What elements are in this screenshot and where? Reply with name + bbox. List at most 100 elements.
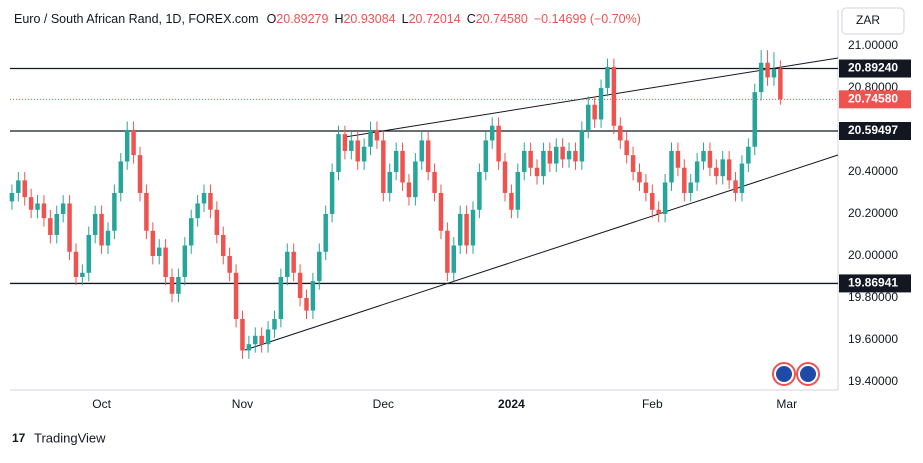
candle-body — [240, 318, 245, 351]
candle-body — [605, 66, 610, 88]
ohlc-label: C — [467, 12, 476, 26]
candle-body — [528, 150, 533, 168]
candle-body — [60, 203, 66, 214]
candle-body — [310, 281, 316, 311]
currency[interactable]: ZAR — [856, 13, 880, 27]
candle-body — [400, 150, 405, 183]
candle-body — [92, 213, 98, 235]
ohlc-value: 20.89279 — [276, 12, 328, 26]
candle-body — [150, 230, 156, 256]
candle-body — [765, 62, 770, 78]
candle-body — [22, 180, 27, 198]
y-tick-label: 20.00000 — [848, 248, 898, 262]
y-tick-label: 19.40000 — [848, 374, 898, 388]
ohlc-value: 20.72014 — [409, 12, 461, 26]
ohlc-label: O — [267, 12, 277, 26]
candle-body — [618, 125, 623, 141]
level-label: 20.89240 — [848, 61, 898, 75]
candle-body — [547, 150, 553, 164]
candle-body — [637, 171, 642, 183]
level-tag — [839, 274, 911, 293]
candle-body — [73, 251, 79, 277]
candle-body — [509, 192, 514, 210]
candle-body — [611, 66, 617, 126]
currency-box[interactable] — [841, 7, 905, 35]
candle-body — [688, 182, 693, 193]
candle-body — [746, 146, 751, 164]
x-tick-label: Oct — [92, 397, 111, 411]
candle-body — [169, 276, 175, 294]
candle-body — [592, 104, 597, 120]
candle-body — [566, 150, 572, 160]
y-tick-label: 21.00000 — [848, 38, 898, 52]
y-tick-label: 20.40000 — [848, 164, 898, 178]
candle-body — [54, 213, 59, 235]
y-tick-label: 19.80000 — [848, 290, 898, 304]
x-tick-label: Nov — [232, 397, 253, 411]
event-icons[interactable] — [772, 362, 820, 386]
candle-body — [438, 192, 444, 231]
candle-body — [355, 140, 360, 162]
candle-body — [349, 140, 354, 151]
candle-body — [778, 68, 783, 100]
candle-body — [521, 150, 527, 172]
candle-body — [99, 213, 104, 246]
candle-body — [48, 218, 53, 235]
upper-trendline — [344, 57, 839, 138]
x-tick-label: Dec — [373, 397, 394, 411]
candle-body — [28, 197, 34, 210]
candle-body — [630, 155, 636, 172]
legend: Euro / South African Rand, 1D, FOREX.com… — [14, 12, 641, 26]
candle-body — [682, 167, 687, 193]
level-label: 20.59497 — [848, 123, 898, 137]
level-label: 19.86941 — [848, 276, 898, 290]
candle-body — [118, 161, 124, 193]
candle-body — [406, 182, 412, 198]
candle-body — [598, 87, 604, 120]
candle-body — [272, 318, 277, 330]
last-price-tag — [839, 90, 911, 109]
candle-body — [246, 344, 252, 351]
candle-body — [579, 129, 585, 162]
candle-body — [387, 171, 392, 193]
ohlc-label: L — [402, 12, 409, 26]
candle-body — [752, 92, 757, 147]
candle-body — [336, 134, 341, 172]
x-tick-label: Mar — [776, 397, 797, 411]
level-tag — [839, 59, 911, 78]
candle-body — [233, 272, 239, 319]
candle-body — [445, 230, 450, 273]
candle-body — [323, 213, 328, 252]
candle-body — [432, 171, 437, 193]
candle-body — [137, 155, 143, 193]
candle-body — [534, 167, 540, 177]
candle-body — [694, 161, 700, 183]
candle-body — [105, 230, 111, 246]
candle-body — [425, 140, 431, 172]
candle-body — [9, 192, 15, 202]
candle-body — [393, 150, 399, 172]
candle-body — [265, 329, 271, 345]
candle-body — [675, 150, 681, 168]
candle-body — [144, 192, 149, 231]
y-tick-label: 20.20000 — [848, 206, 898, 220]
candle-body — [726, 159, 732, 181]
candle-body — [714, 167, 719, 177]
candle-body — [496, 125, 501, 162]
candle-body — [329, 171, 335, 214]
candle-body — [413, 161, 418, 198]
candle-body — [285, 251, 290, 277]
candle-body — [457, 213, 463, 246]
candle-body — [41, 203, 47, 219]
candle-body — [86, 234, 92, 273]
candle-body — [586, 104, 591, 130]
candle-body — [124, 129, 130, 162]
candle-body — [259, 335, 264, 345]
candle-body — [297, 272, 303, 298]
candle-body — [669, 150, 674, 183]
candle-body — [758, 62, 764, 93]
candle-body — [317, 251, 322, 282]
candle-body — [368, 129, 373, 147]
candle-body — [156, 247, 162, 256]
